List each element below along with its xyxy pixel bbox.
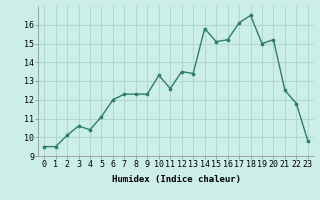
X-axis label: Humidex (Indice chaleur): Humidex (Indice chaleur) (111, 175, 241, 184)
